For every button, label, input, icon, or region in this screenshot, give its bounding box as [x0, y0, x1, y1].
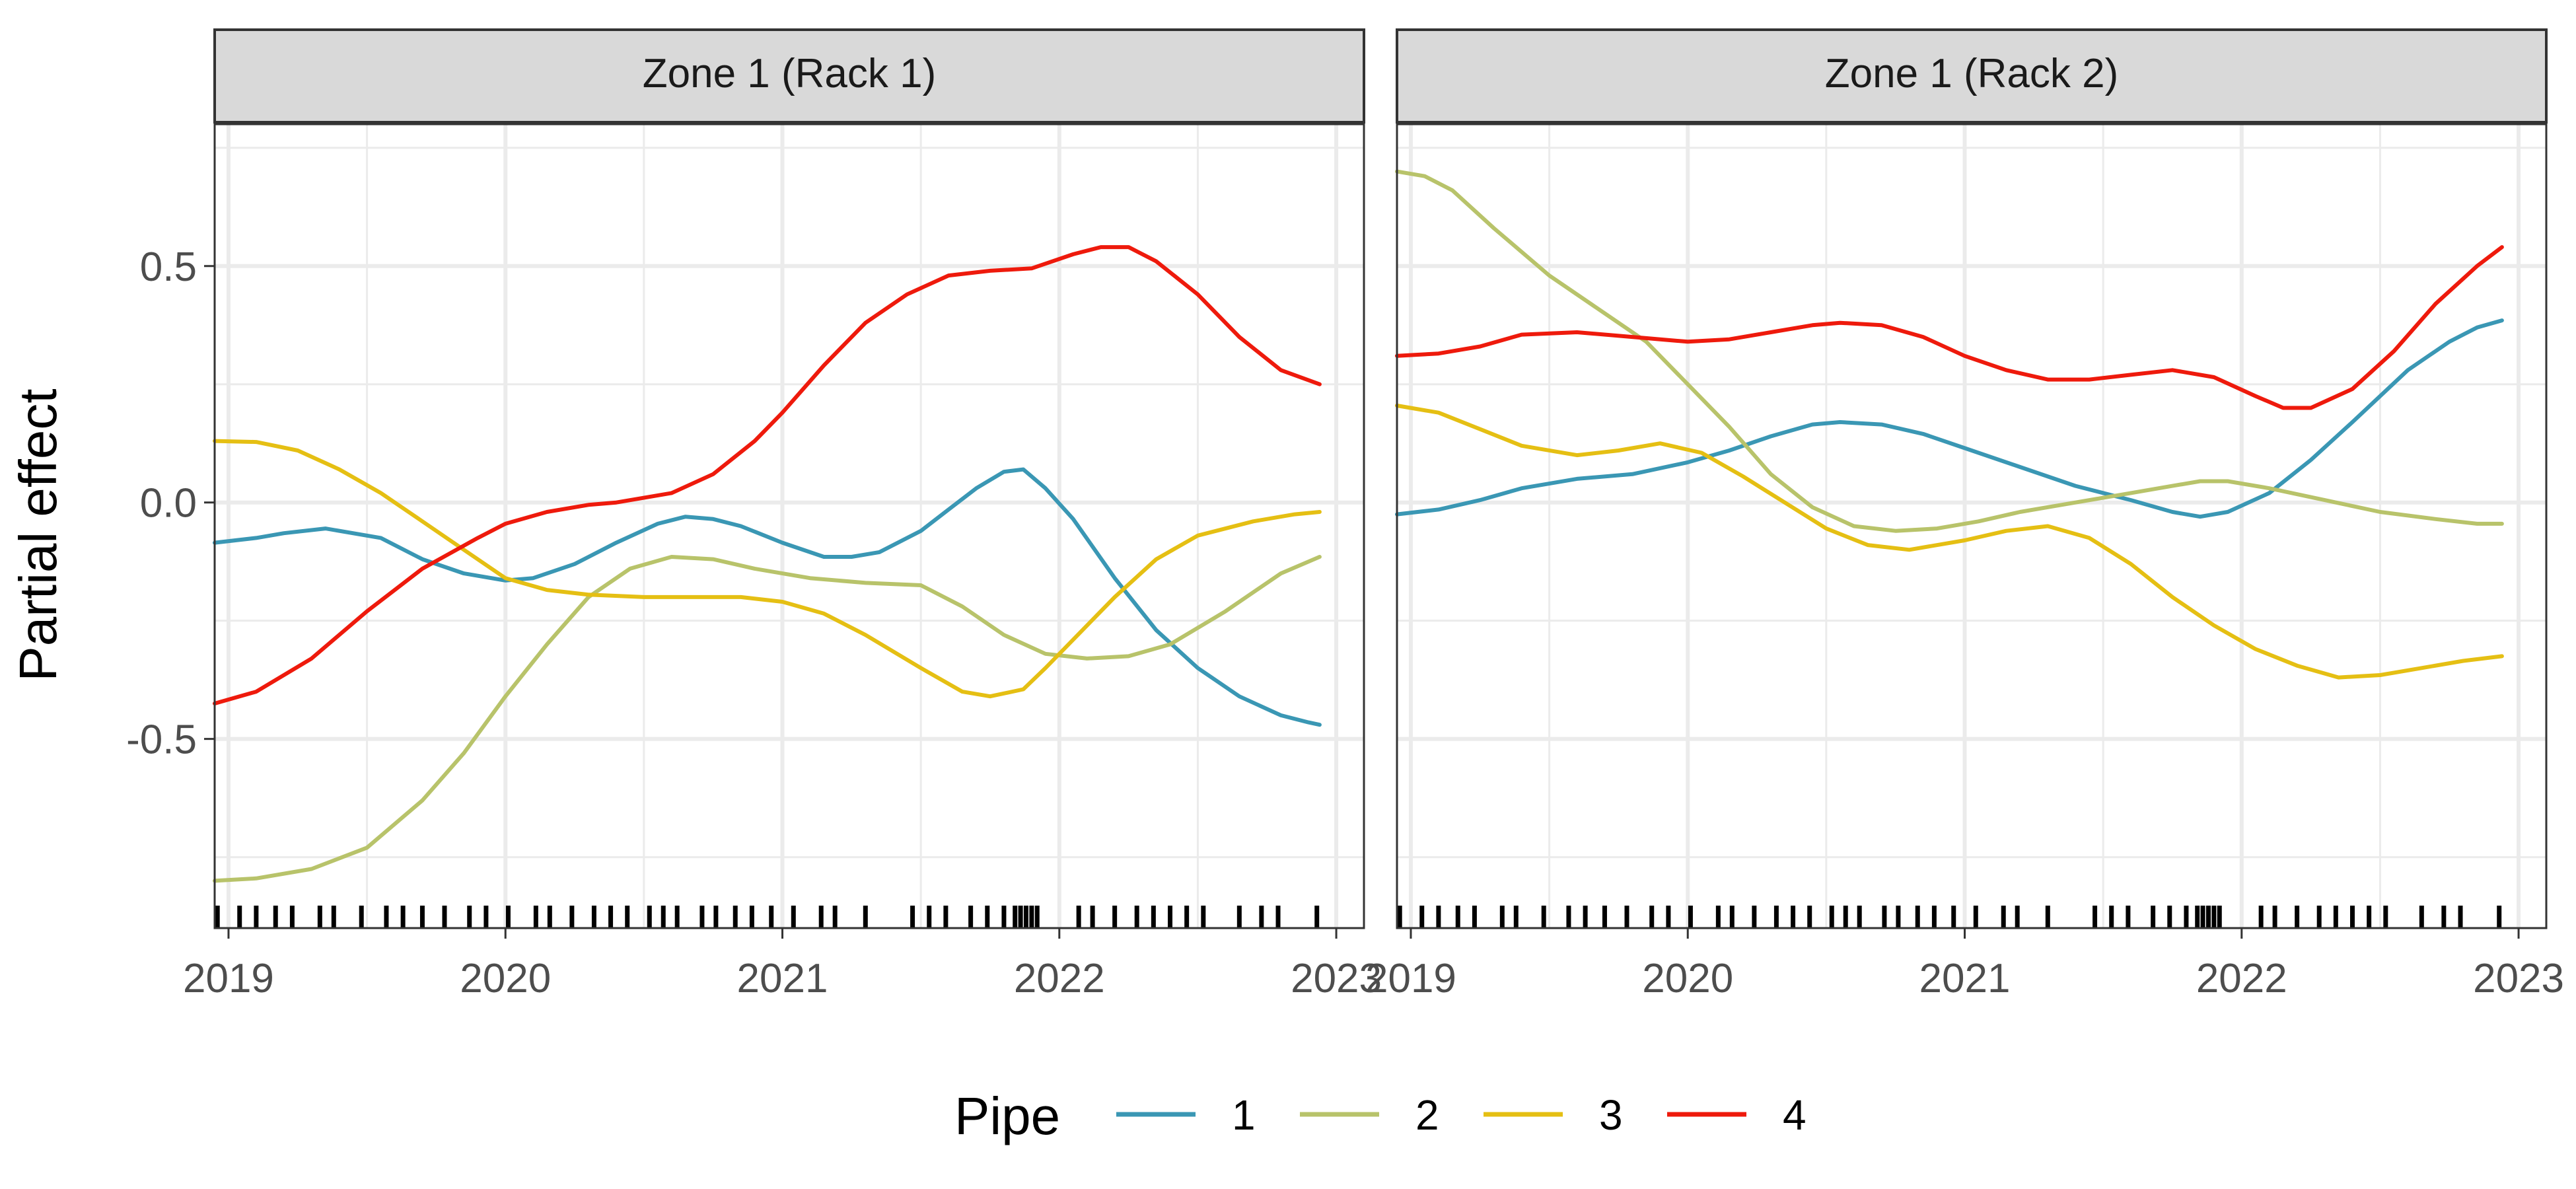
x-tick-label: 2023 [2473, 956, 2564, 1001]
legend-label-pipe-4: 4 [1783, 1091, 1807, 1139]
legend-label-pipe-2: 2 [1415, 1091, 1439, 1139]
x-tick-label: 2020 [460, 956, 551, 1001]
panel-grid [215, 124, 1364, 928]
series-line-pipe-3 [213, 439, 1322, 699]
x-tick-label: 2022 [2196, 956, 2287, 1001]
strip-background [213, 28, 1365, 124]
series-line-pipe-4 [1395, 245, 2504, 410]
legend-title: Pipe [954, 1087, 1060, 1145]
series-line-pipe-1 [213, 467, 1322, 727]
strip-title: Zone 1 (Rack 1) [643, 51, 937, 96]
y-axis-ticks: -0.5 0.0 0.5 [126, 244, 215, 763]
series-line-pipe-1 [1395, 318, 2504, 519]
x-tick-label: 2021 [737, 956, 828, 1001]
facet-panel-rack-2: Zone 1 (Rack 2) 2019 2020 2021 2022 2023 [1365, 28, 2564, 1001]
series-line-pipe-3 [1395, 404, 2504, 680]
facet-panel-rack-1: Zone 1 (Rack 1) 2019 2020 2021 2022 2023 -0.… [126, 28, 1382, 1001]
panel-background [1397, 124, 2546, 928]
legend-items: 1 2 3 4 [1116, 1091, 1807, 1139]
series-line-pipe-2 [213, 555, 1322, 883]
x-tick-label: 2020 [1642, 956, 1733, 1001]
y-tick-label: -0.5 [126, 717, 197, 763]
x-axis-ticks: 2019 2020 2021 2022 2023 [183, 928, 1382, 1001]
y-axis-label: Partial effect [9, 388, 67, 681]
y-tick-label: 0.5 [140, 244, 197, 290]
legend-label-pipe-1: 1 [1232, 1091, 1256, 1139]
legend-label-pipe-3: 3 [1599, 1091, 1623, 1139]
panel-series [213, 245, 1322, 883]
panel-background [215, 124, 1364, 928]
x-tick-label: 2019 [1365, 956, 1456, 1001]
x-tick-label: 2023 [1291, 956, 1382, 1001]
x-axis-ticks: 2019 2020 2021 2022 2023 [1365, 928, 2564, 1001]
x-tick-label: 2022 [1014, 956, 1105, 1001]
legend: Pipe 1 2 3 4 [954, 1087, 1807, 1145]
series-line-pipe-2 [1395, 169, 2504, 533]
x-tick-label: 2021 [1919, 956, 2011, 1001]
panel-grid [1397, 124, 2546, 928]
y-tick-label: 0.0 [140, 481, 197, 526]
panel-series [1395, 169, 2504, 680]
rug-marks [215, 906, 1320, 928]
rug-marks [1397, 906, 2502, 928]
panel-border [1396, 123, 2548, 929]
series-line-pipe-4 [213, 245, 1322, 705]
x-tick-label: 2019 [183, 956, 274, 1001]
strip-background [1396, 28, 2548, 124]
panel-border [213, 123, 1365, 929]
strip-title: Zone 1 (Rack 2) [1825, 51, 2119, 96]
